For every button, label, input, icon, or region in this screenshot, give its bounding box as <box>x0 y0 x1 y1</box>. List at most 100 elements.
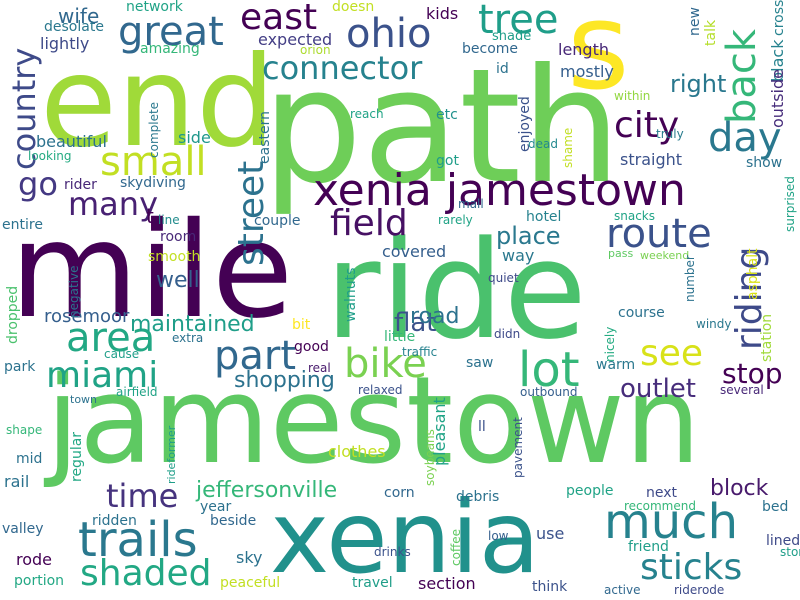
word: sky <box>236 548 263 567</box>
word: shape <box>6 423 43 437</box>
word: airfield <box>116 385 158 399</box>
word: shade <box>492 29 532 44</box>
word: way <box>502 246 535 265</box>
word: small <box>100 139 207 185</box>
word: recommend <box>624 499 696 513</box>
word: clothes <box>328 442 386 461</box>
word: much <box>604 494 738 550</box>
word: line <box>158 213 180 227</box>
word: truly <box>656 127 684 141</box>
word: great <box>118 9 224 55</box>
word: got <box>436 153 459 169</box>
word: mile <box>10 194 294 348</box>
word: length <box>558 40 609 59</box>
word: hotel <box>526 209 562 225</box>
word: jamestown <box>46 352 701 491</box>
word: orion <box>300 43 331 57</box>
word: eastern <box>257 111 273 164</box>
word: amazing <box>140 41 200 57</box>
word: ridden <box>92 513 137 529</box>
word: route <box>606 211 712 257</box>
word: coffee <box>449 529 463 566</box>
word: debris <box>456 489 500 505</box>
word: couple <box>254 213 301 229</box>
word: station <box>759 313 775 362</box>
word: right <box>670 70 727 98</box>
word: pleasant <box>430 397 449 466</box>
word: saw <box>466 355 494 371</box>
word: see <box>640 333 704 374</box>
word: storm <box>780 545 800 559</box>
word: valley <box>2 521 44 537</box>
word: block <box>710 476 769 501</box>
word: number <box>683 255 697 302</box>
word: traffic <box>402 345 438 359</box>
word: smooth <box>148 249 201 265</box>
word: friend <box>628 539 669 555</box>
word: pavement <box>511 417 525 478</box>
word: day <box>708 115 782 161</box>
word: pass <box>608 247 634 260</box>
word: regular <box>69 431 85 482</box>
word: use <box>536 524 565 543</box>
word: bed <box>762 499 789 515</box>
word: tree <box>478 0 559 43</box>
word: id <box>496 61 509 77</box>
word: miami <box>46 355 159 396</box>
word: mostly <box>560 62 614 81</box>
word: city <box>614 105 680 146</box>
word: ohio <box>346 11 432 57</box>
word: connector <box>262 49 423 87</box>
word: room <box>160 229 197 245</box>
word: lot <box>518 342 580 398</box>
word: flat <box>394 308 437 338</box>
word: expected <box>258 30 333 49</box>
word: low <box>488 529 509 543</box>
word: part <box>214 333 297 379</box>
word: portion <box>14 573 65 589</box>
word: corn <box>384 485 415 501</box>
word: town <box>70 393 98 406</box>
word: xenia jamestown <box>313 165 686 216</box>
word: go <box>18 165 58 203</box>
word: bit <box>292 317 311 333</box>
word: show <box>746 155 783 171</box>
word: beautiful <box>36 132 107 151</box>
word: cause <box>104 347 140 361</box>
word: time <box>106 477 179 515</box>
word: dropped <box>5 285 21 344</box>
word: warm <box>596 357 636 373</box>
word: covered <box>382 242 447 261</box>
word: think <box>532 579 568 595</box>
word: park <box>4 359 36 375</box>
word: shopping <box>234 368 335 393</box>
word: mall <box>458 197 484 211</box>
word: year <box>200 499 232 515</box>
word: place <box>496 222 561 250</box>
word: rosemoor <box>44 306 130 327</box>
word: stop <box>722 357 783 390</box>
word: end <box>40 30 276 175</box>
word: t <box>146 204 154 228</box>
word: network <box>126 0 183 15</box>
word: snacks <box>614 209 656 223</box>
word: little <box>384 329 416 345</box>
word: outlet <box>620 374 696 404</box>
word: desolate <box>44 19 104 35</box>
word: next <box>646 485 678 501</box>
word: area <box>66 315 156 361</box>
word: new <box>687 7 703 36</box>
word: dead <box>528 137 558 151</box>
word: road <box>410 304 460 329</box>
word: many <box>68 185 158 223</box>
word: surprised <box>783 176 797 232</box>
word: course <box>618 305 665 321</box>
word: ll <box>478 419 486 435</box>
word: windy <box>696 317 732 331</box>
word: path <box>262 35 622 219</box>
word: peaceful <box>220 575 281 591</box>
word: crosses <box>771 0 787 36</box>
word: outside <box>768 69 787 128</box>
word: doesn <box>332 0 375 15</box>
